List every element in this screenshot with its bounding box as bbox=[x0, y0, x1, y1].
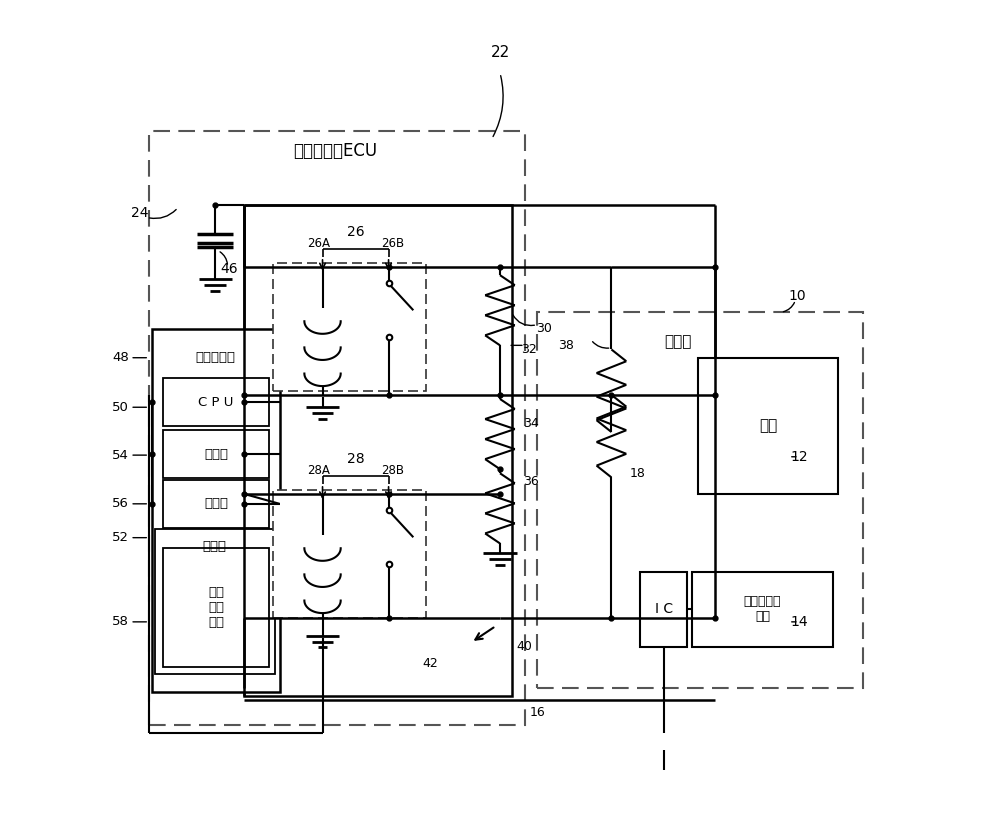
Bar bbox=[692, 573, 833, 647]
Text: 50: 50 bbox=[112, 401, 129, 414]
Text: 电池: 电池 bbox=[759, 418, 777, 433]
Text: 14: 14 bbox=[790, 615, 808, 629]
Bar bbox=[640, 573, 687, 647]
Text: 48: 48 bbox=[112, 352, 129, 364]
Text: 28: 28 bbox=[347, 452, 364, 466]
Bar bbox=[273, 489, 426, 617]
Text: 30: 30 bbox=[536, 322, 552, 336]
Bar bbox=[698, 357, 838, 494]
Text: 通信部: 通信部 bbox=[204, 497, 228, 510]
Text: 34: 34 bbox=[523, 417, 539, 430]
Text: 加热器驱动ECU: 加热器驱动ECU bbox=[293, 142, 377, 160]
Text: 54: 54 bbox=[112, 449, 129, 462]
Text: 异常
检测
程序: 异常 检测 程序 bbox=[208, 586, 224, 629]
Text: 58: 58 bbox=[112, 616, 129, 628]
Bar bbox=[163, 479, 269, 528]
Bar bbox=[163, 430, 269, 478]
Text: 56: 56 bbox=[112, 497, 129, 510]
Text: 26: 26 bbox=[347, 225, 364, 239]
Text: 24: 24 bbox=[131, 206, 148, 220]
Bar bbox=[152, 329, 280, 692]
Text: 32: 32 bbox=[521, 343, 537, 356]
Text: 16: 16 bbox=[529, 706, 545, 719]
Text: 12: 12 bbox=[790, 450, 808, 464]
Bar bbox=[163, 378, 269, 426]
Text: 26A: 26A bbox=[307, 238, 330, 250]
Text: 52: 52 bbox=[112, 531, 129, 544]
Text: 存储部: 存储部 bbox=[203, 540, 227, 553]
Text: 28A: 28A bbox=[307, 465, 330, 477]
Text: 22: 22 bbox=[490, 45, 510, 60]
Bar bbox=[537, 312, 863, 688]
Bar bbox=[163, 548, 269, 667]
Text: 36: 36 bbox=[523, 475, 539, 488]
Bar bbox=[244, 205, 512, 696]
Text: 18: 18 bbox=[630, 467, 646, 479]
Text: 存储器: 存储器 bbox=[204, 448, 228, 461]
Text: 28B: 28B bbox=[381, 465, 404, 477]
Text: 微型计算机: 微型计算机 bbox=[196, 352, 236, 364]
Text: I C: I C bbox=[655, 602, 673, 617]
Text: 46: 46 bbox=[220, 263, 238, 277]
Text: 42: 42 bbox=[422, 656, 438, 670]
Text: 电池组: 电池组 bbox=[664, 334, 691, 349]
Text: 40: 40 bbox=[517, 640, 533, 653]
Bar bbox=[155, 529, 275, 674]
Text: 38: 38 bbox=[558, 339, 574, 352]
Bar bbox=[149, 130, 525, 725]
Text: 26B: 26B bbox=[381, 238, 404, 250]
Text: 10: 10 bbox=[788, 289, 806, 302]
Text: 温度传感器
电路: 温度传感器 电路 bbox=[744, 596, 781, 623]
Text: C P U: C P U bbox=[198, 396, 234, 409]
Bar bbox=[273, 263, 426, 391]
